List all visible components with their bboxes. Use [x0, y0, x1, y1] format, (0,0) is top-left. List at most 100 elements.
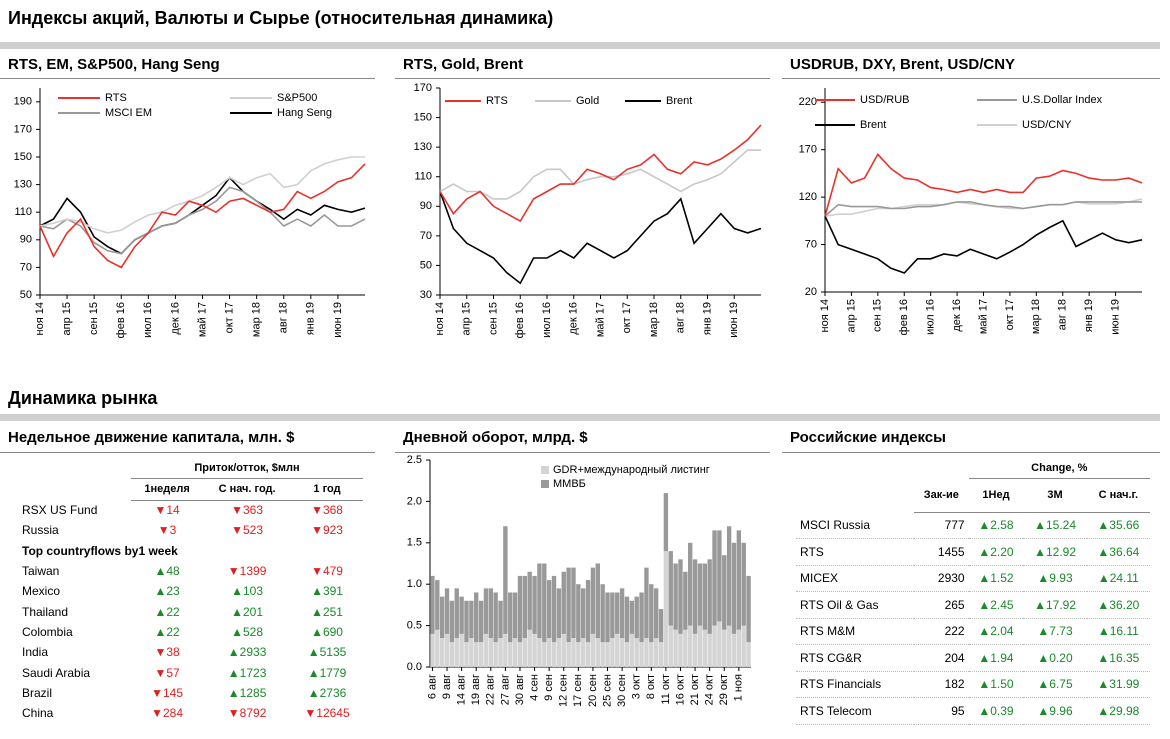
bar-segment	[493, 592, 498, 643]
bar-segment	[556, 588, 562, 639]
bar-segment	[449, 600, 455, 643]
value-cell: ▲1285	[227, 685, 267, 700]
bar-segment	[610, 638, 615, 667]
value-cell: ▲17.92	[1023, 591, 1087, 619]
bar-segment	[488, 638, 493, 667]
bar-segment	[517, 642, 523, 667]
panel-rule	[782, 78, 1160, 79]
legend-label: USD/RUB	[860, 94, 910, 106]
bar-segment	[459, 633, 464, 667]
bar-segment	[683, 571, 688, 630]
value-cell: ▲7.73	[1023, 618, 1087, 645]
indices-table: Change, % Зак-ие 1Нед 3М С нач.г. MSCI Russia…	[796, 458, 1150, 725]
blank	[914, 458, 969, 478]
bar-segment	[595, 563, 600, 639]
table-row: Saudi Arabia ▼57 ▲1723 ▲1779	[18, 662, 363, 682]
x-tick-label: ноя 14	[434, 302, 446, 335]
table-row: Change, %	[796, 458, 1150, 479]
bar-segment	[537, 563, 542, 639]
bar-segment	[722, 555, 727, 630]
row-label: RTS CG&R	[796, 644, 914, 672]
value-cell: ▲2.58	[968, 512, 1024, 539]
bar-segment	[678, 633, 683, 667]
series-line	[824, 215, 1143, 274]
y-tick-label: 50	[20, 289, 32, 301]
series-line	[39, 176, 366, 255]
x-tick-label: 19 авг	[470, 674, 482, 705]
x-tick-label: 22 авг	[485, 674, 497, 705]
value-cell: 265	[914, 591, 969, 619]
bar-segment	[542, 642, 547, 667]
value-cell: ▼368	[311, 503, 343, 518]
y-tick-label: 170	[799, 144, 817, 156]
value-cell: ▲9.93	[1023, 565, 1087, 592]
x-tick-label: апр 15	[61, 302, 73, 335]
bar-segment	[658, 609, 664, 643]
bar-segment	[512, 592, 518, 639]
bar-segment	[474, 592, 479, 643]
legend-swatch	[541, 466, 549, 474]
x-tick-label: окт 17	[1004, 299, 1016, 330]
y-tick-label: 50	[420, 259, 432, 271]
y-tick-label: 130	[14, 179, 32, 191]
x-tick-label: май 17	[196, 302, 208, 337]
value-cell: ▼1399	[227, 564, 267, 579]
bar-segment	[712, 530, 717, 626]
value-cell: ▲5135	[307, 645, 347, 660]
table-row: RTS 1455 ▲2.20 ▲12.92 ▲36.64	[796, 538, 1150, 566]
bar-segment	[439, 596, 445, 639]
x-tick-label: 14 авг	[456, 674, 468, 705]
table-row: RTS Financials 182 ▲1.50 ▲6.75 ▲31.99	[796, 671, 1150, 698]
series-line	[824, 201, 1142, 217]
y-tick-label: 90	[20, 234, 32, 246]
x-tick-label: июл 16	[925, 299, 937, 335]
bar-segment	[712, 625, 717, 667]
bar-segment	[673, 563, 678, 630]
value-cell: 777	[914, 512, 969, 539]
y-tick-label: 1.5	[407, 537, 422, 549]
bar-segment	[610, 592, 615, 639]
x-tick-label: июл 16	[541, 302, 553, 338]
value-cell: 2930	[914, 565, 969, 592]
table-row: Приток/отток, $млн	[18, 458, 363, 479]
bar-segment	[624, 596, 630, 643]
value-cell: ▼145	[151, 685, 184, 700]
bar-segment	[464, 600, 469, 643]
value-cell: ▲251	[311, 604, 343, 619]
bar-segment	[449, 642, 455, 667]
value-cell: ▲31.99	[1086, 671, 1150, 698]
flows-table: Приток/отток, $млн 1неделя С нач. год. 1 го…	[18, 458, 363, 723]
value-cell: ▲391	[311, 584, 343, 599]
bar-segment	[619, 638, 625, 667]
group-header: Приток/отток, $млн	[131, 458, 363, 479]
blank	[18, 458, 131, 478]
x-tick-label: сен 15	[487, 302, 499, 335]
value-cell: ▲0.20	[1023, 644, 1087, 672]
column-header: 3М	[1023, 478, 1087, 513]
table-row: Colombia ▲22 ▲528 ▲690	[18, 622, 363, 642]
y-tick-label: 1.0	[407, 578, 422, 590]
value-cell: 204	[914, 644, 969, 672]
bar-segment	[736, 629, 742, 667]
value-cell: 222	[914, 618, 969, 645]
y-tick-label: 150	[14, 151, 32, 163]
x-tick-label: сен 15	[872, 299, 884, 332]
value-cell: ▼284	[151, 706, 184, 721]
bar-segment	[663, 551, 669, 667]
row-label: Saudi Arabia	[22, 665, 91, 680]
bar-segment	[483, 633, 489, 667]
bar-segment	[439, 638, 445, 667]
bar-segment	[454, 588, 459, 639]
bar-segment	[624, 642, 630, 667]
bar-segment	[726, 526, 732, 626]
bar-segment	[615, 633, 620, 667]
table-row: MICEX 2930 ▲1.52 ▲9.93 ▲24.11	[796, 565, 1150, 592]
x-tick-label: мар 18	[251, 302, 263, 337]
series-line	[824, 153, 1143, 217]
bar-segment	[556, 638, 562, 667]
bar-segment	[668, 625, 673, 667]
bar-segment	[702, 629, 707, 667]
column-header: С нач.г.	[1086, 478, 1150, 513]
bar-segment	[503, 633, 508, 667]
